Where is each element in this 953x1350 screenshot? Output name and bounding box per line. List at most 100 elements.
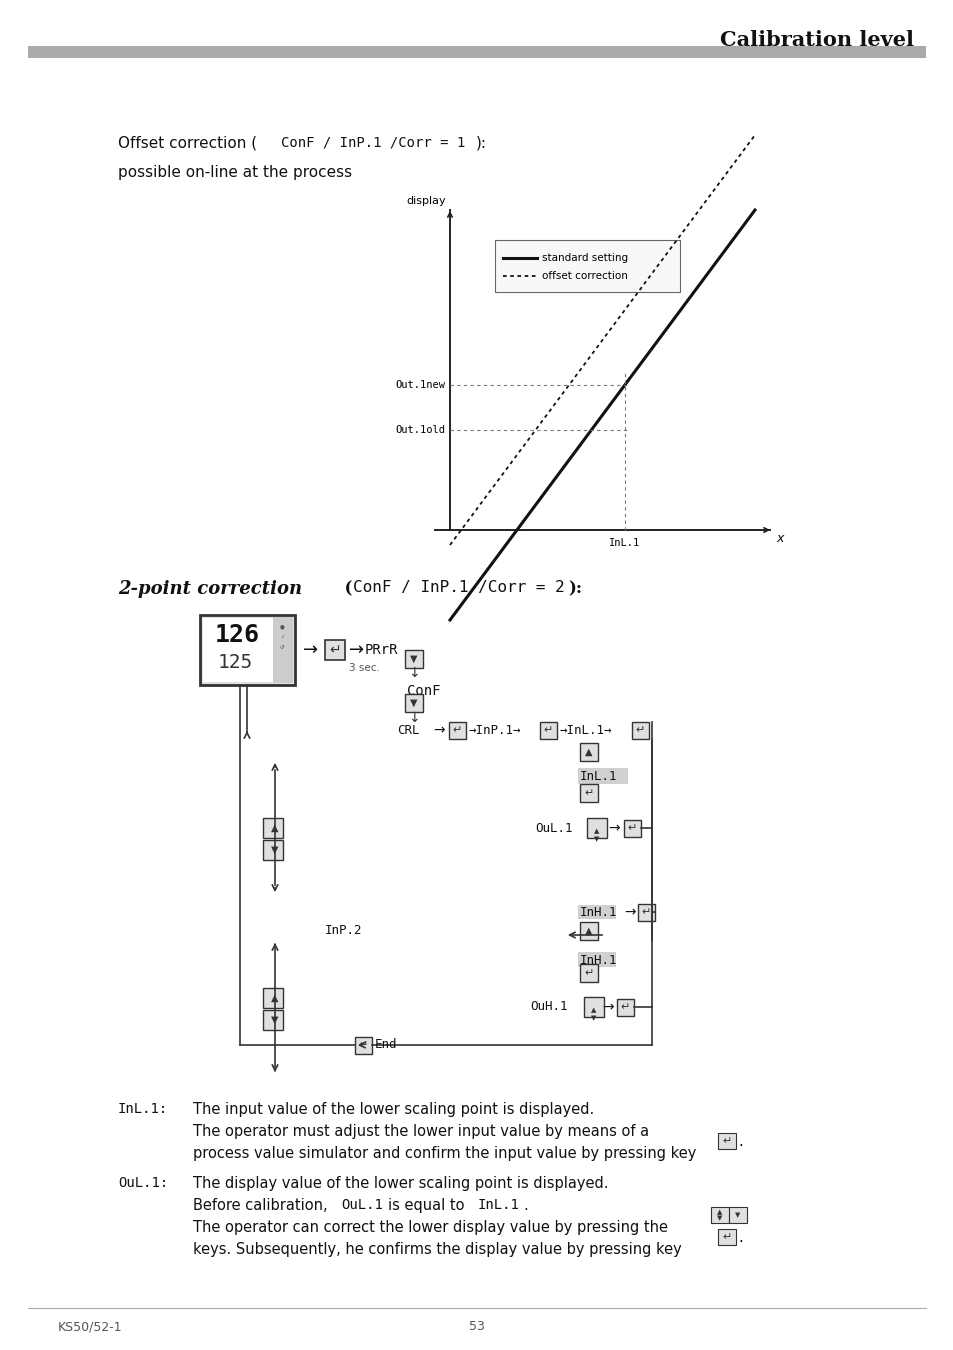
Bar xyxy=(495,240,679,292)
Text: ▲: ▲ xyxy=(594,828,599,834)
Text: ConF: ConF xyxy=(407,684,440,698)
Bar xyxy=(578,904,616,919)
Text: ):: ): xyxy=(567,580,581,597)
Text: ):: ): xyxy=(476,135,486,150)
Text: ↵: ↵ xyxy=(329,643,340,657)
Text: KS50/52-1: KS50/52-1 xyxy=(58,1320,123,1332)
Text: ▼: ▼ xyxy=(410,698,417,707)
Text: ↵: ↵ xyxy=(619,1002,629,1012)
Bar xyxy=(539,722,557,738)
Text: offset correction: offset correction xyxy=(541,271,627,281)
Text: CRL: CRL xyxy=(396,724,419,737)
Text: process value simulator and confirm the input value by pressing key: process value simulator and confirm the … xyxy=(193,1146,696,1161)
Text: InP.2: InP.2 xyxy=(325,923,362,937)
Text: PRrR: PRrR xyxy=(365,643,398,657)
Text: InL.1: InL.1 xyxy=(579,771,617,783)
Text: InL.1: InL.1 xyxy=(477,1197,519,1212)
Bar xyxy=(579,784,598,802)
Bar xyxy=(718,1133,735,1149)
Text: →: → xyxy=(601,1000,613,1014)
Text: →: → xyxy=(433,724,444,737)
Text: InH.1: InH.1 xyxy=(579,953,617,967)
Bar xyxy=(638,904,655,921)
Text: (: ( xyxy=(333,580,352,597)
Text: ●: ● xyxy=(279,625,284,629)
Text: 2-point correction: 2-point correction xyxy=(118,580,302,598)
Text: 126: 126 xyxy=(214,622,259,647)
Text: Out.1new: Out.1new xyxy=(395,379,444,390)
Text: 125: 125 xyxy=(217,653,253,672)
Text: →: → xyxy=(303,641,317,659)
Text: ConF / InP.1 /Corr = 2: ConF / InP.1 /Corr = 2 xyxy=(353,580,564,595)
Text: ▼: ▼ xyxy=(271,1015,278,1025)
Text: .: . xyxy=(522,1197,527,1214)
Text: →: → xyxy=(349,641,364,659)
Text: ▲: ▲ xyxy=(717,1210,722,1215)
Text: →: → xyxy=(623,904,635,919)
Bar xyxy=(583,998,603,1017)
Text: OuL.1: OuL.1 xyxy=(535,822,572,834)
Bar xyxy=(579,743,598,761)
Bar xyxy=(263,840,283,860)
Text: End: End xyxy=(375,1038,397,1052)
Bar xyxy=(728,1207,746,1223)
Text: possible on-line at the process: possible on-line at the process xyxy=(118,165,352,180)
Text: OuL.1: OuL.1 xyxy=(340,1197,382,1212)
Text: ↵: ↵ xyxy=(583,968,593,977)
Text: ↵: ↵ xyxy=(452,725,461,734)
Text: →: → xyxy=(607,821,619,836)
Text: ▼: ▼ xyxy=(735,1212,740,1218)
Text: ↵: ↵ xyxy=(635,725,644,734)
Text: ↺: ↺ xyxy=(279,644,284,649)
Text: The input value of the lower scaling point is displayed.: The input value of the lower scaling poi… xyxy=(193,1102,594,1116)
Bar xyxy=(355,1037,372,1054)
Text: ▼: ▼ xyxy=(410,653,417,664)
Text: ↵: ↵ xyxy=(721,1233,731,1242)
Text: ▲: ▲ xyxy=(271,994,278,1003)
Bar xyxy=(718,1228,735,1245)
Text: ↵: ↵ xyxy=(358,1040,367,1050)
Text: ▲: ▲ xyxy=(271,824,278,833)
Text: ↓: ↓ xyxy=(408,666,419,680)
Text: ▼: ▼ xyxy=(594,836,599,842)
Text: InH.1: InH.1 xyxy=(579,906,617,918)
Text: ↓: ↓ xyxy=(408,711,419,725)
Text: →InL.1→: →InL.1→ xyxy=(559,724,612,737)
Bar xyxy=(617,999,634,1017)
Bar xyxy=(273,617,293,683)
Text: .: . xyxy=(738,1230,742,1245)
Text: OuH.1: OuH.1 xyxy=(530,1000,567,1014)
Text: InL.1: InL.1 xyxy=(609,539,640,548)
Bar xyxy=(325,640,345,660)
Text: InL.1:: InL.1: xyxy=(118,1102,168,1116)
Text: ↵: ↵ xyxy=(640,907,650,917)
Bar xyxy=(449,722,465,738)
Bar xyxy=(631,722,648,738)
Text: is equal to: is equal to xyxy=(388,1197,464,1214)
Bar xyxy=(203,618,273,682)
Text: ↵: ↵ xyxy=(627,824,636,833)
Text: Offset correction (: Offset correction ( xyxy=(118,135,257,150)
Bar xyxy=(263,988,283,1008)
Bar xyxy=(263,1010,283,1030)
Text: OuL.1:: OuL.1: xyxy=(118,1176,168,1189)
Text: ▼: ▼ xyxy=(271,845,278,855)
Text: .: . xyxy=(738,1134,742,1149)
Bar xyxy=(578,768,627,784)
Bar xyxy=(200,616,294,684)
Text: The operator can correct the lower display value by pressing the: The operator can correct the lower displ… xyxy=(193,1220,667,1235)
Text: ✓: ✓ xyxy=(279,634,284,640)
Bar xyxy=(623,819,640,837)
Text: Calibration level: Calibration level xyxy=(720,30,913,50)
Bar xyxy=(263,818,283,838)
Text: ↵: ↵ xyxy=(543,725,552,734)
Text: The operator must adjust the lower input value by means of a: The operator must adjust the lower input… xyxy=(193,1125,648,1139)
Bar xyxy=(710,1207,728,1223)
Text: ↵: ↵ xyxy=(721,1135,731,1146)
Text: Out.1old: Out.1old xyxy=(395,425,444,435)
Text: The display value of the lower scaling point is displayed.: The display value of the lower scaling p… xyxy=(193,1176,608,1191)
Bar xyxy=(586,818,606,838)
Text: standard setting: standard setting xyxy=(541,252,627,263)
Text: ▼: ▼ xyxy=(717,1215,722,1220)
Bar xyxy=(28,46,925,58)
